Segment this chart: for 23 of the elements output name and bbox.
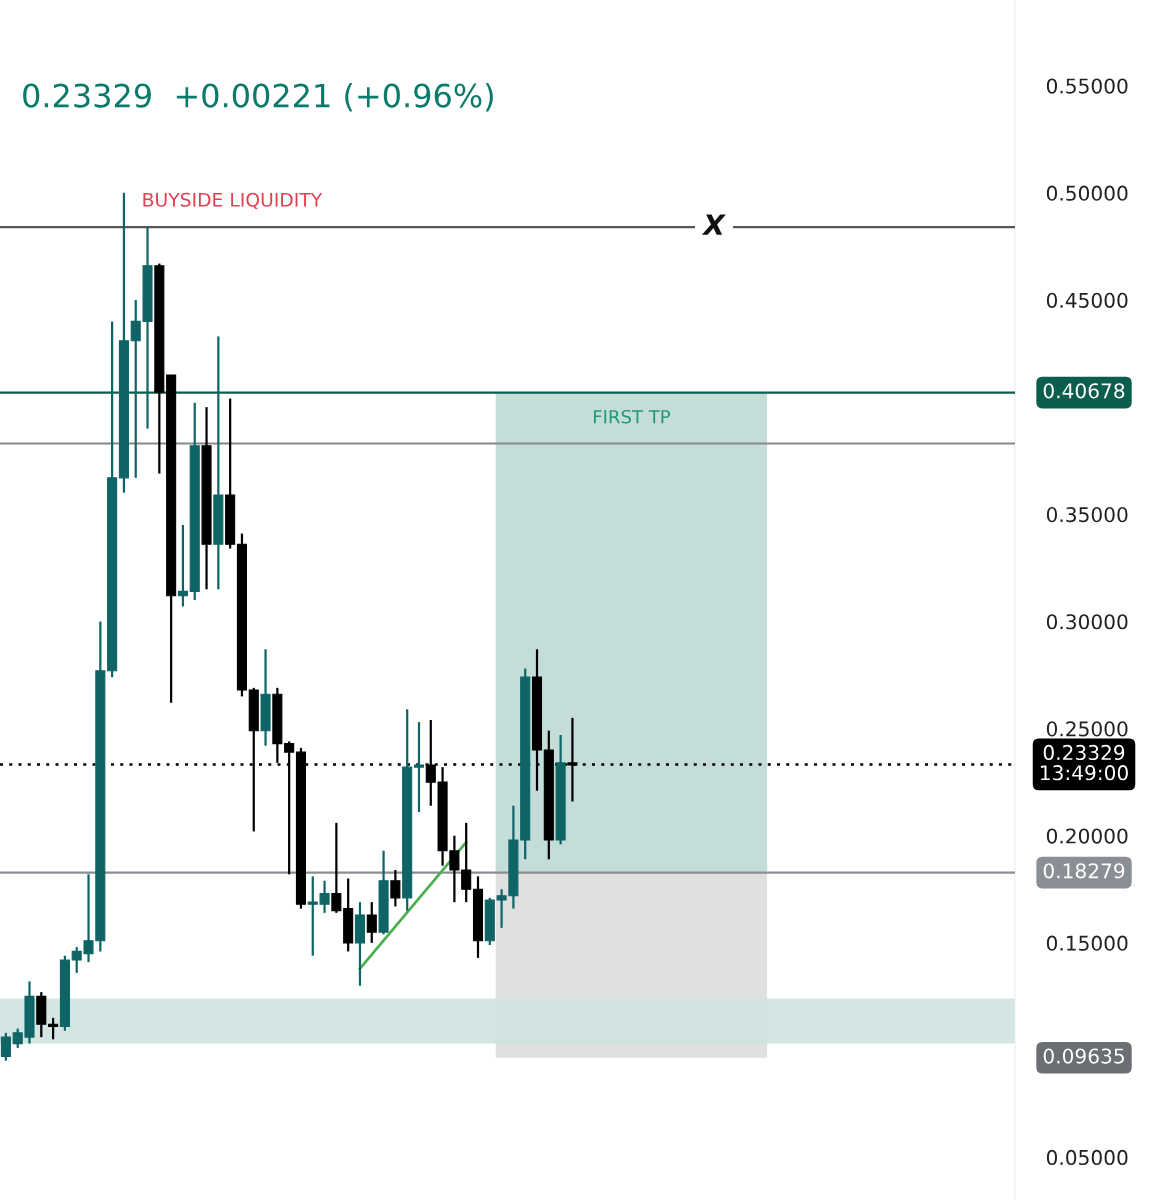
text: 0.23329 +0.00221 (+0.96%) bbox=[23, 82, 493, 112]
y-tick-label: 0.55000 bbox=[1046, 78, 1128, 94]
band-label: FIRST TP bbox=[594, 409, 671, 424]
candlestick bbox=[48, 1016, 59, 1041]
y-tick-label: 0.25000 bbox=[1046, 721, 1128, 737]
y-tick-label: 0.35000 bbox=[1046, 506, 1128, 523]
candlestick bbox=[177, 523, 188, 608]
annotation: BUYSIDE LIQUIDITY bbox=[143, 192, 323, 210]
y-tick-label: 0.05000 bbox=[1046, 1149, 1128, 1166]
candlestick bbox=[366, 901, 377, 944]
band-label: 0.09635 bbox=[1043, 1048, 1124, 1064]
ref-line-label: 0.23329 13:49:00 bbox=[1041, 744, 1128, 781]
candlestick bbox=[0, 1031, 11, 1062]
y-tick-label: 0.15000 bbox=[1046, 935, 1128, 951]
y-tick-label: 0.20000 bbox=[1046, 828, 1128, 844]
candlestick bbox=[413, 721, 425, 814]
annotation: X bbox=[701, 214, 726, 235]
y-tick-label: 0.50000 bbox=[1046, 185, 1128, 201]
candlestick bbox=[390, 868, 401, 908]
y-tick-label: 0.30000 bbox=[1046, 614, 1128, 630]
y-tick-label: 0.45000 bbox=[1046, 292, 1128, 308]
ref-line-label: 0.18279 bbox=[1043, 863, 1125, 879]
ref-line-label: 0.40678 bbox=[1043, 383, 1125, 399]
